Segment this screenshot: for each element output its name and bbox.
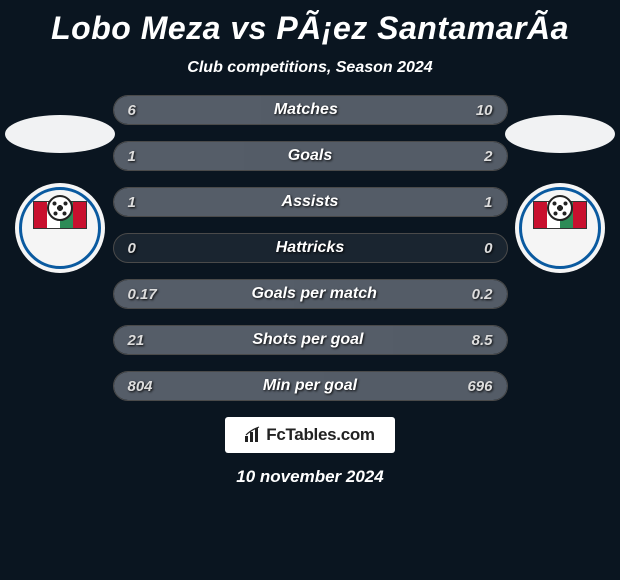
comparison-date: 10 november 2024	[0, 467, 620, 487]
footer: FcTables.com	[0, 417, 620, 453]
player2-club-badge	[515, 183, 605, 273]
stat-value-right: 8.5	[472, 332, 507, 349]
player2-name: PÃ¡ez SantamarÃa	[276, 10, 569, 46]
stat-value-right: 10	[476, 102, 507, 119]
stat-label: Min per goal	[153, 377, 468, 395]
stat-row: 1Goals2	[113, 141, 508, 171]
stat-row: 804Min per goal696	[113, 371, 508, 401]
stat-label: Matches	[136, 101, 476, 119]
stat-row: 21Shots per goal8.5	[113, 325, 508, 355]
stat-value-left: 804	[114, 378, 153, 395]
stat-label: Assists	[136, 193, 484, 211]
stat-value-left: 1	[114, 194, 136, 211]
player1-oval	[5, 115, 115, 153]
comparison-title: Lobo Meza vs PÃ¡ez SantamarÃa	[0, 0, 620, 47]
vs-text: vs	[230, 10, 267, 46]
stat-value-right: 0.2	[472, 286, 507, 303]
stat-value-right: 0	[484, 240, 506, 257]
player1-club-badge	[15, 183, 105, 273]
player2-oval	[505, 115, 615, 153]
stat-value-left: 0.17	[114, 286, 157, 303]
season-subtitle: Club competitions, Season 2024	[0, 59, 620, 77]
fctables-text: FcTables.com	[266, 425, 375, 444]
stat-label: Goals per match	[157, 285, 472, 303]
stat-value-right: 1	[484, 194, 506, 211]
stat-row: 0.17Goals per match0.2	[113, 279, 508, 309]
stat-row: 0Hattricks0	[113, 233, 508, 263]
stat-value-right: 696	[467, 378, 506, 395]
stat-label: Hattricks	[136, 239, 484, 257]
stat-value-left: 21	[114, 332, 145, 349]
player1-name: Lobo Meza	[51, 10, 221, 46]
stat-value-left: 6	[114, 102, 136, 119]
fctables-logo: FcTables.com	[225, 417, 395, 453]
player2-column	[505, 115, 615, 273]
stat-value-left: 0	[114, 240, 136, 257]
bar-chart-icon	[245, 426, 263, 442]
stats-table: 6Matches101Goals21Assists10Hattricks00.1…	[113, 95, 508, 401]
stat-value-right: 2	[484, 148, 506, 165]
stat-label: Shots per goal	[144, 331, 471, 349]
player1-column	[5, 115, 115, 273]
stat-row: 1Assists1	[113, 187, 508, 217]
stat-row: 6Matches10	[113, 95, 508, 125]
stat-label: Goals	[136, 147, 484, 165]
stat-value-left: 1	[114, 148, 136, 165]
